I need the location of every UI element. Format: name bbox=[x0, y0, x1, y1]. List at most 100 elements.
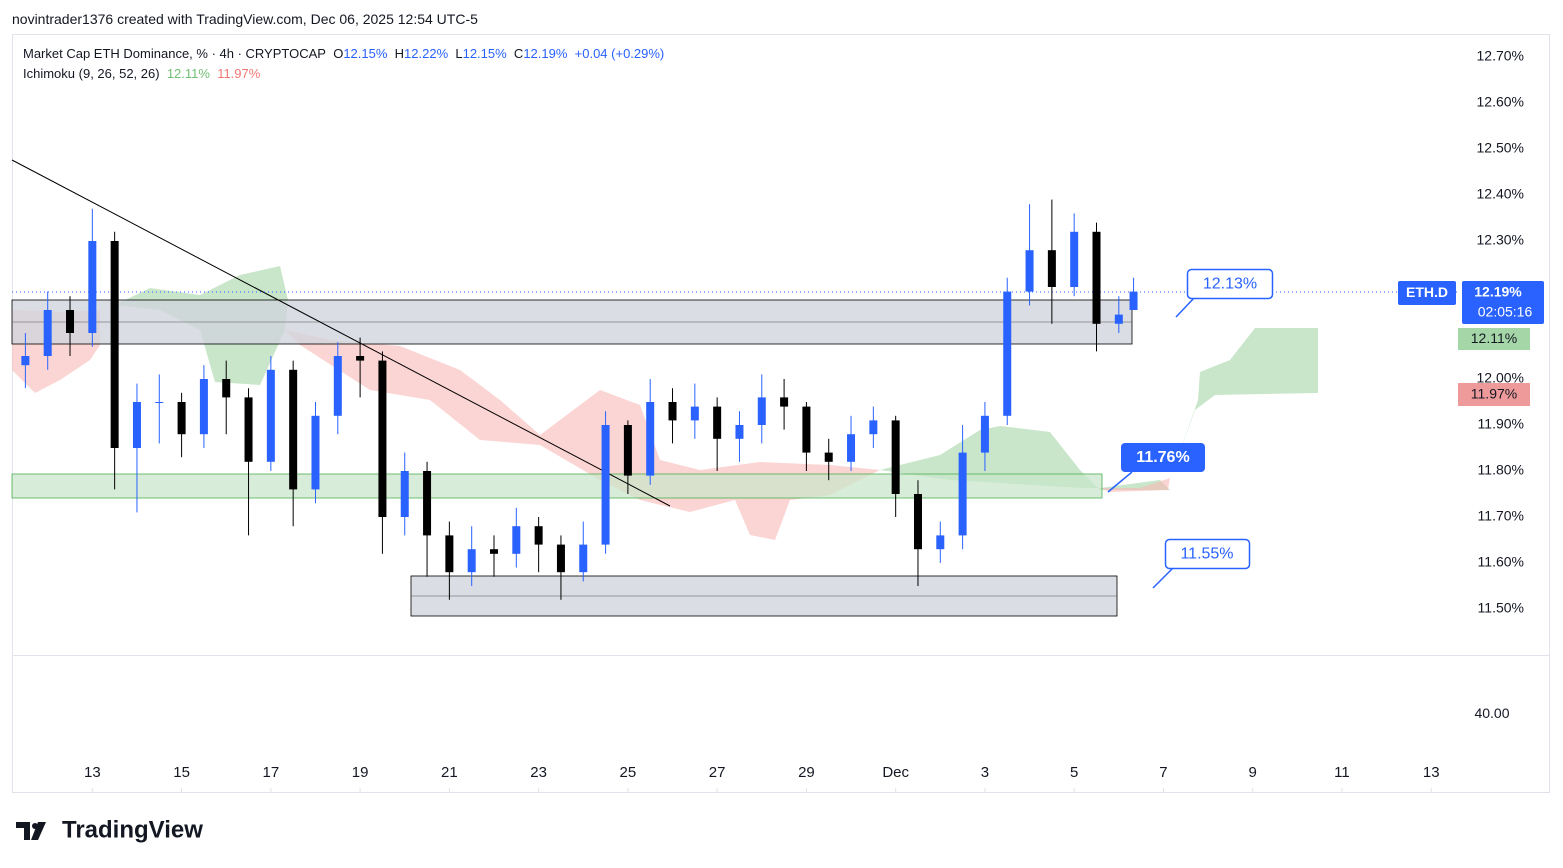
candle-body bbox=[1092, 231, 1101, 324]
candle-body bbox=[668, 402, 677, 421]
candle-body bbox=[155, 402, 164, 403]
candle-body bbox=[1003, 291, 1012, 416]
callout-box bbox=[1164, 538, 1251, 570]
x-tick-label: 13 bbox=[1423, 764, 1440, 781]
cloud-bear bbox=[285, 330, 880, 540]
x-tick-label: 9 bbox=[1249, 764, 1257, 781]
candle-body bbox=[490, 549, 498, 554]
candle-body bbox=[88, 241, 97, 333]
callout-text: 12.13% bbox=[1203, 276, 1257, 293]
callout-box bbox=[1186, 268, 1274, 300]
lower-pane-label: 40.00 bbox=[1474, 705, 1509, 721]
candle-body bbox=[1129, 291, 1138, 310]
change: +0.04 (+0.29%) bbox=[574, 46, 665, 61]
candle-body bbox=[534, 526, 543, 545]
candle-body bbox=[690, 406, 699, 421]
y-tick-label: 12.50% bbox=[1477, 140, 1524, 156]
candle-body bbox=[1047, 250, 1056, 287]
candle-body bbox=[445, 535, 454, 573]
x-tick-label: 27 bbox=[709, 764, 726, 781]
candle-body bbox=[869, 420, 878, 435]
y-tick-label: 11.80% bbox=[1478, 462, 1524, 478]
candle-body bbox=[177, 402, 186, 435]
candle-body bbox=[958, 452, 967, 536]
legend-line: Market Cap ETH Dominance, % · 4h · CRYPT… bbox=[23, 46, 664, 61]
support-zone bbox=[11, 473, 1103, 499]
x-tick-label: 21 bbox=[441, 764, 458, 781]
callout-pointer bbox=[1107, 471, 1133, 493]
candle-body bbox=[579, 544, 588, 573]
candle-body bbox=[110, 241, 119, 448]
cloud-bear bbox=[1100, 478, 1170, 492]
candle-body bbox=[467, 549, 476, 573]
indicator-line: Ichimoku (9, 26, 52, 26) 12.11% 11.97% bbox=[23, 66, 260, 81]
logo-icon bbox=[32, 823, 38, 829]
candle-body bbox=[1025, 250, 1034, 292]
candle-body bbox=[356, 356, 365, 361]
symbol: Market Cap ETH Dominance, % · 4h · CRYPT… bbox=[23, 46, 326, 61]
h: 12.22% bbox=[404, 46, 449, 61]
x-tick-label: 19 bbox=[352, 764, 369, 781]
l-key: L bbox=[455, 46, 463, 61]
callout-text: 11.76% bbox=[1136, 449, 1189, 466]
candle-body bbox=[289, 369, 298, 490]
y-tick-label: 11.70% bbox=[1478, 508, 1524, 524]
x-tick-label: 29 bbox=[798, 764, 815, 781]
candle-body bbox=[1070, 231, 1079, 287]
x-tick-label: 13 bbox=[84, 764, 101, 781]
last-price-badge bbox=[1462, 281, 1544, 324]
brand: TradingView bbox=[62, 816, 203, 843]
candle-body bbox=[913, 494, 922, 550]
y-tick-label: 12.60% bbox=[1477, 94, 1524, 110]
candle-body bbox=[311, 415, 320, 490]
x-tick-label: 3 bbox=[981, 764, 989, 781]
frame bbox=[12, 34, 1550, 793]
candle-body bbox=[646, 402, 655, 476]
ind-a: 12.11% bbox=[166, 66, 210, 81]
candle-body bbox=[780, 397, 789, 407]
candle-body bbox=[824, 452, 833, 462]
x-tick-label: 23 bbox=[530, 764, 547, 781]
candle-body bbox=[601, 425, 610, 545]
candle-body bbox=[980, 415, 989, 453]
callout-pointer bbox=[1175, 296, 1196, 318]
x-tick-label: 5 bbox=[1070, 764, 1078, 781]
candle-body bbox=[1114, 314, 1123, 324]
c-key: C bbox=[513, 46, 524, 61]
callout-pointer bbox=[1152, 567, 1174, 589]
candle-body bbox=[423, 471, 432, 536]
candle-body bbox=[222, 379, 231, 398]
y-tick-label: 11.90% bbox=[1478, 416, 1524, 432]
callout-box bbox=[1121, 443, 1205, 472]
candle-body bbox=[43, 310, 52, 356]
y-tick-label: 11.50% bbox=[1478, 600, 1524, 616]
l: 12.15% bbox=[462, 46, 507, 61]
ind-b: 11.97% bbox=[217, 66, 261, 81]
span-b-badge bbox=[1458, 383, 1530, 406]
candle-body bbox=[802, 406, 811, 453]
o: 12.15% bbox=[343, 46, 388, 61]
y-tick-label: 12.70% bbox=[1477, 48, 1524, 64]
candle-body bbox=[199, 379, 208, 435]
candle-body bbox=[378, 360, 387, 517]
candle-body bbox=[244, 397, 253, 462]
countdown: 02:05:16 bbox=[1478, 304, 1533, 320]
x-tick-label: 15 bbox=[173, 764, 190, 781]
span-a-badge bbox=[1458, 328, 1530, 350]
span-b-label: 11.97% bbox=[1471, 386, 1517, 402]
ticker-label: ETH.D bbox=[1406, 284, 1448, 300]
indicator: Ichimoku (9, 26, 52, 26) bbox=[23, 66, 160, 81]
trend-line bbox=[11, 159, 671, 507]
candle-body bbox=[333, 356, 342, 416]
o-key: O bbox=[333, 46, 344, 61]
ticker-badge bbox=[1398, 281, 1456, 305]
y-tick-label: 12.00% bbox=[1477, 370, 1524, 386]
candle-body bbox=[757, 397, 766, 425]
x-tick-label: 11 bbox=[1334, 764, 1350, 781]
y-tick-label: 11.60% bbox=[1478, 554, 1524, 570]
span-a-label: 12.11% bbox=[1471, 330, 1517, 346]
candle-body bbox=[400, 471, 409, 517]
y-tick-label: 12.40% bbox=[1477, 186, 1524, 202]
candle-body bbox=[735, 425, 744, 439]
